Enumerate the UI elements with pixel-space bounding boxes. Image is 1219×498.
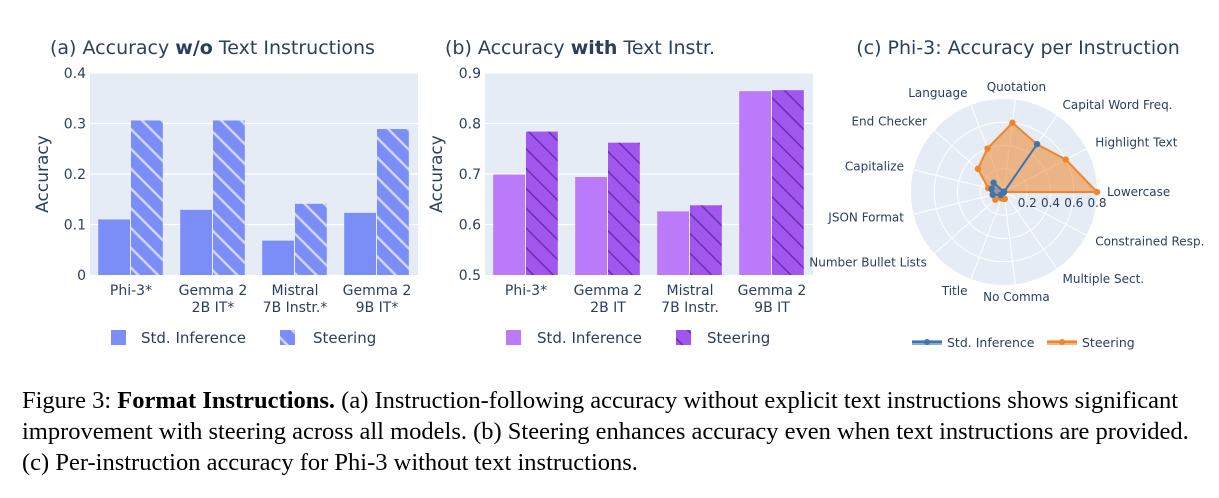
panel-c-legend-std-marker: [924, 339, 930, 345]
panel-b-chart: (b) Accuracy with Text Instr. 0.5 0.6 0.7 0…: [427, 37, 813, 347]
figure-canvas: (a) Accuracy w/o Text Instructions 0 0.1 0…: [33, 37, 1204, 350]
panel-b-legend-steer-label: Steering: [707, 329, 770, 347]
panel-a-legend: Std. Inference Steering: [111, 329, 376, 347]
caption-bold: Format Instructions.: [117, 387, 336, 414]
panel-a-bar-steering: [377, 129, 409, 275]
panel-c-series-steering-point: [1001, 195, 1009, 203]
panel-a-bar-std: [344, 212, 376, 275]
panel-c-category-label: Lowercase: [1107, 185, 1170, 199]
panel-c-radial-tick-label: 0.6: [1064, 196, 1083, 210]
panel-c-series-std-point: [1033, 140, 1041, 148]
panel-c-series-steering-point: [992, 196, 999, 203]
panel-c-series-steering-point: [1093, 188, 1101, 196]
caption-text: (a) Instruction-following accuracy witho…: [22, 387, 1189, 476]
panel-c-series-std-point: [989, 191, 996, 198]
panel-b-bar-std: [657, 211, 689, 275]
panel-b-bar-std: [739, 91, 771, 276]
panel-b-ytick-label: 0.6: [459, 218, 481, 234]
panel-c-series-std-point: [990, 179, 997, 186]
panel-a-chart: (a) Accuracy w/o Text Instructions 0 0.1 0…: [33, 37, 418, 347]
panel-b-legend-std-swatch: [506, 330, 521, 345]
panel-c-radial-tick-label: 0.8: [1087, 196, 1106, 210]
panel-b-title: (b) Accuracy with Text Instr.: [445, 37, 715, 59]
panel-a-ylabel: Accuracy: [33, 135, 53, 213]
panel-c-category-label: End Checker: [851, 115, 926, 129]
panel-a-xtick-label: Gemma 2 2B IT*: [179, 283, 248, 316]
panel-c-legend: Std. Inference Steering: [912, 335, 1135, 350]
panel-a-ytick-label: 0.3: [64, 117, 86, 133]
panel-b-ytick-label: 0.7: [459, 167, 481, 183]
panel-b-legend: Std. Inference Steering: [506, 329, 770, 347]
panel-a-bar-steering: [295, 203, 327, 275]
panel-c-category-label: Title: [941, 284, 968, 298]
panel-c-legend-steer-marker: [1059, 339, 1065, 345]
panel-c-category-label: No Comma: [983, 290, 1050, 304]
panel-a-legend-steer-label: Steering: [313, 329, 376, 347]
panel-c-series-steering-point: [974, 165, 982, 173]
panel-c-series-std-point: [1000, 188, 1008, 196]
panel-b-bar-steering: [526, 131, 558, 275]
panel-c-angular-gridline: [934, 191, 1005, 255]
panel-c-legend-std-label: Std. Inference: [947, 335, 1035, 350]
panel-c-angular-gridline: [913, 191, 1005, 215]
panel-b-bar-steering: [772, 90, 804, 275]
panel-b-bar-std: [493, 174, 525, 275]
panel-c-angular-gridline: [970, 191, 1005, 280]
panel-c-category-label: Language: [908, 86, 967, 100]
panel-b-bar-steering: [690, 205, 722, 275]
panel-c-category-label: JSON Format: [827, 210, 904, 224]
panel-b-ytick-label: 0.8: [459, 117, 481, 133]
panel-c-radar: (c) Phi-3: Accuracy per Instruction 0.2 0…: [809, 37, 1204, 350]
panel-b-legend-std-label: Std. Inference: [537, 329, 642, 347]
panel-c-series-steering-point: [1062, 156, 1069, 163]
panel-c-angular-gridline: [1003, 191, 1058, 269]
panel-c-category-label: Multiple Sect.: [1063, 272, 1145, 286]
panel-c-angular-gridline: [1003, 191, 1016, 285]
panel-c-category-label: Quotation: [987, 80, 1046, 94]
panel-b-xtick-label: Gemma 2 2B IT: [574, 283, 643, 316]
panel-b-xtick-label: Phi-3*: [505, 283, 547, 299]
panel-c-series-steering-point: [1009, 119, 1016, 126]
panel-c-category-label: Constrained Resp.: [1095, 234, 1204, 248]
panel-a-bar-std: [98, 219, 130, 275]
panel-c-legend-steer-label: Steering: [1082, 335, 1135, 350]
panel-c-category-label: Highlight Text: [1095, 136, 1178, 150]
panel-c-radial-tick-label: 0.4: [1041, 196, 1060, 210]
panel-a-bar-steering: [213, 120, 245, 275]
panel-a-ytick-label: 0: [77, 268, 86, 284]
panel-b-bar-steering: [608, 142, 640, 275]
panel-c-series-steering-point: [984, 145, 991, 152]
panel-a-ytick-label: 0.2: [64, 167, 86, 183]
panel-c-category-label: Capitalize: [845, 160, 904, 174]
panel-a-legend-std-label: Std. Inference: [141, 329, 246, 347]
panel-b-legend-steer-swatch: [676, 330, 691, 345]
panel-a-xtick-label: Mistral 7B Instr.*: [263, 283, 328, 316]
panel-c-category-label: Number Bullet Lists: [809, 255, 927, 269]
panel-a-ytick-label: 0.1: [64, 218, 86, 234]
panel-b-xtick-label: Mistral 7B Instr.: [661, 283, 719, 316]
panel-c-series-std-point: [988, 185, 995, 193]
panel-a-bar-steering: [131, 120, 163, 275]
figure-caption: Figure 3: Format Instructions. (a) Instr…: [22, 385, 1212, 478]
caption-label: Figure 3:: [22, 387, 118, 414]
panel-a-legend-std-swatch: [111, 330, 126, 345]
panel-c-radial-tick-label: 0.2: [1018, 196, 1037, 210]
panel-a-legend-steer-swatch: [280, 330, 295, 345]
panel-a-ytick-label: 0.4: [64, 66, 86, 82]
panel-b-ytick-label: 0.9: [459, 66, 481, 82]
panel-a-bar-std: [180, 209, 212, 275]
panel-c-category-label: Capital Word Freq.: [1063, 98, 1173, 112]
panel-b-ylabel: Accuracy: [427, 135, 447, 213]
panel-b-bar-std: [575, 177, 607, 275]
panel-a-xtick-label: Gemma 2 9B IT*: [343, 283, 412, 316]
panel-a-title: (a) Accuracy w/o Text Instructions: [50, 37, 375, 59]
panel-b-xtick-label: Gemma 2 9B IT: [738, 283, 807, 316]
panel-c-angular-gridline: [1003, 191, 1087, 236]
panel-b-ytick-label: 0.5: [459, 268, 481, 284]
panel-a-xtick-label: Phi-3*: [110, 283, 152, 299]
panel-c-title: (c) Phi-3: Accuracy per Instruction: [856, 37, 1180, 59]
panel-a-bar-std: [262, 240, 294, 275]
